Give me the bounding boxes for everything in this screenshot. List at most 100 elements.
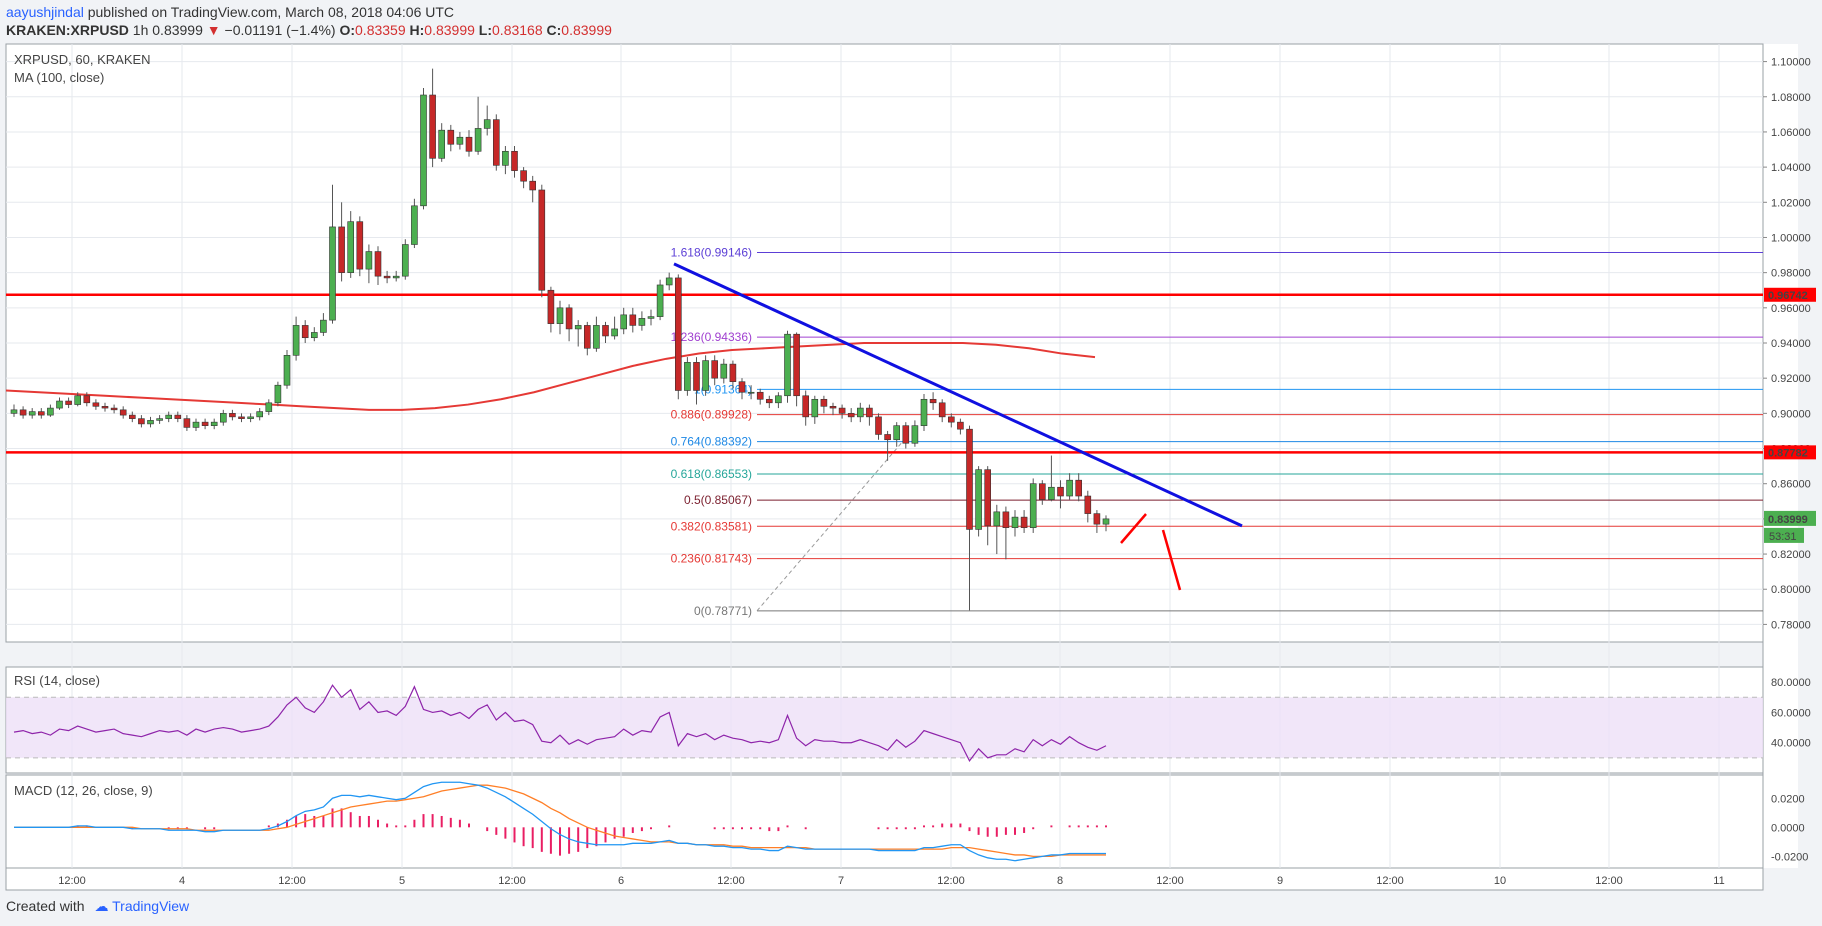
high-value: 0.83999 [424, 22, 475, 38]
candle-body [119, 409, 127, 416]
time-tick-label: 12:00 [1376, 875, 1404, 887]
candle-body [620, 314, 628, 330]
candle-body [702, 360, 709, 391]
price-tick-label: 1.00000 [1771, 232, 1811, 244]
fib-level-label: 0.236(0.81743) [671, 552, 752, 566]
candle-body [947, 416, 955, 423]
candle-body [1039, 483, 1046, 500]
candle-body [456, 136, 464, 145]
candle-body [847, 413, 855, 418]
candle-body [265, 402, 273, 412]
candle-body [338, 226, 345, 273]
candle-body [784, 333, 791, 397]
rsi-band-fill [6, 697, 1763, 758]
candle-body [92, 402, 100, 407]
macd-tick-label: 0.0200 [1771, 793, 1805, 805]
projection-down-mark [1161, 529, 1182, 591]
macd-panel[interactable] [14, 781, 1107, 862]
symbol-interval: 1h [132, 22, 149, 38]
macd-label: MACD (12, 26, close, 9) [14, 783, 153, 798]
symbol-info-line: KRAKEN:XRPUSD 1h 0.83999 ▼ −0.01191 (−1.… [6, 22, 612, 38]
candle-body [329, 226, 336, 321]
candle-body [693, 362, 700, 391]
candle-body [174, 414, 182, 419]
key-level-tag-text: 0.96742 [1768, 290, 1808, 302]
price-tick-label: 0.98000 [1771, 268, 1811, 280]
candle-body [538, 189, 546, 291]
main-title: XRPUSD, 60, KRAKEN [14, 52, 151, 67]
candle-body [957, 421, 964, 430]
candle-body [520, 170, 527, 182]
rsi-label: RSI (14, close) [14, 673, 100, 688]
candle-body [966, 428, 973, 530]
candle-body [565, 307, 573, 330]
price-panel[interactable]: 1.618(0.99146)1.236(0.94336)1(0.91364)0.… [5, 68, 1763, 618]
candle-body [56, 400, 63, 409]
candle-body [147, 420, 154, 425]
candle-body [247, 416, 254, 419]
candle-body [975, 469, 982, 530]
candle-body [301, 325, 309, 339]
candle-body [893, 425, 901, 441]
fib-level-label: 0.5(0.85067) [684, 493, 752, 507]
candle-body [1075, 479, 1082, 497]
fib-level-label: 0.886(0.89928) [671, 408, 752, 422]
time-tick-label: 12:00 [1595, 875, 1623, 887]
candle-body [1011, 516, 1019, 528]
candle-body [356, 221, 364, 270]
bearish-trendline [673, 262, 1243, 528]
candle-body [665, 277, 673, 286]
fib-anchor-dashed-line [756, 438, 906, 612]
candle-body [583, 325, 591, 349]
price-tick-label: 0.96000 [1771, 303, 1811, 315]
candle-body [429, 94, 436, 159]
price-tick-label: 0.86000 [1771, 479, 1811, 491]
candle-body [984, 469, 992, 527]
last-price: 0.83999 [152, 22, 203, 38]
time-tick-label: 4 [179, 875, 185, 887]
price-change: −0.01191 (−1.4%) [224, 22, 336, 38]
candle-body [638, 318, 646, 326]
rsi-panel[interactable] [6, 684, 1763, 763]
candle-body [1020, 516, 1028, 528]
fib-level-label: 1.236(0.94336) [671, 330, 752, 344]
candle-body [165, 414, 172, 419]
tradingview-logo[interactable]: ☁ TradingView [94, 898, 189, 914]
candle-body [875, 416, 882, 435]
candle-body [474, 128, 482, 152]
candle-body [747, 391, 755, 394]
open-label: O: [339, 22, 356, 38]
candle-body [902, 425, 910, 444]
low-label: L: [478, 22, 493, 38]
publish-header: aayushjindal published on TradingView.co… [6, 4, 454, 20]
fib-level-label: 0.618(0.86553) [671, 467, 752, 481]
ma100-line [5, 342, 1096, 411]
candle-body [684, 362, 691, 391]
macd-line [14, 781, 1106, 862]
candle-body [838, 407, 846, 414]
candle-body [656, 284, 664, 317]
candle-body [383, 275, 391, 279]
close-label: C: [546, 22, 562, 38]
price-tick-label: 0.92000 [1771, 373, 1811, 385]
key-level-tag [1764, 445, 1816, 460]
projection-up-mark [1120, 513, 1147, 544]
created-with-text: Created with [6, 898, 85, 914]
candle-body [392, 275, 400, 279]
current-price-text: 0.83999 [1768, 514, 1808, 526]
candle-body [210, 421, 218, 426]
price-tick-label: 0.94000 [1771, 338, 1811, 350]
cloud-icon: ☁ [94, 898, 109, 914]
candle-body [756, 391, 764, 400]
candle-body [310, 332, 318, 339]
brand-name: TradingView [112, 898, 190, 914]
candle-body [920, 398, 928, 426]
candle-body [602, 325, 609, 337]
author-link[interactable]: aayushjindal [6, 4, 84, 20]
price-tick-label: 1.10000 [1771, 57, 1811, 69]
candle-body [511, 150, 518, 171]
candle-body [492, 119, 500, 166]
candle-body [856, 407, 864, 418]
price-tick-label: 0.82000 [1771, 549, 1811, 561]
